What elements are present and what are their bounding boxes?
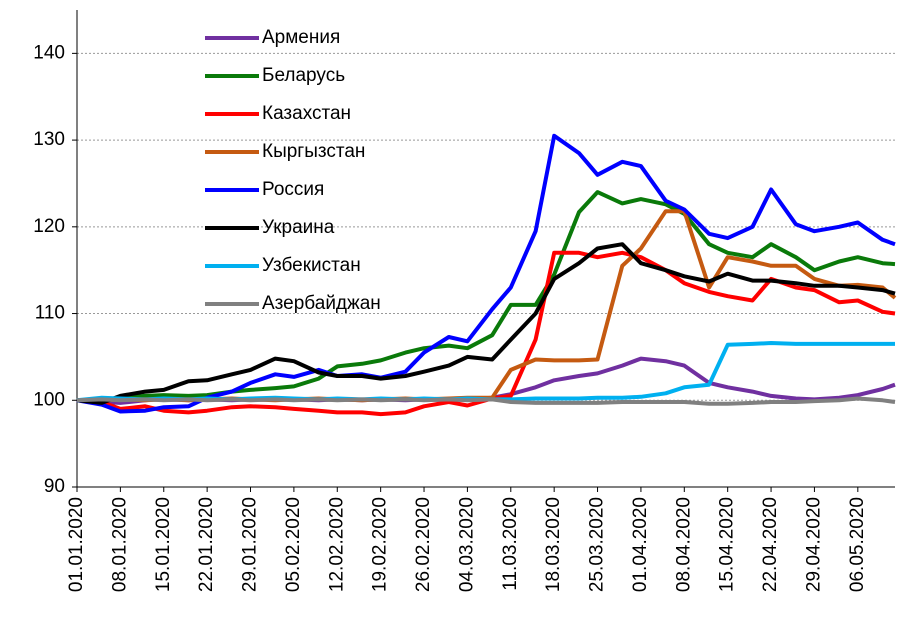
y-tick-label: 110 [35,303,65,324]
series-line [76,341,895,403]
x-tick-label: 01.01.2020 [66,497,87,592]
x-tick-label: 08.01.2020 [109,497,130,592]
x-tick-label: 19.02.2020 [370,497,391,592]
y-tick-label: 140 [33,42,65,63]
x-tick-label: 05.02.2020 [283,497,304,592]
series-line [77,209,897,403]
legend-label: Узбекистан [262,255,361,276]
legend-label: Казахстан [262,103,351,124]
x-tick-label: 01.04.2020 [630,497,651,592]
x-tick-label: 29.04.2020 [803,497,824,592]
x-tick-label: 12.02.2020 [326,497,347,592]
legend-label: Беларусь [262,65,345,86]
x-tick-label: 08.04.2020 [673,497,694,592]
x-tick-label: 11.03.2020 [500,497,521,591]
legend-label: Россия [262,179,324,200]
x-tick-label: 26.02.2020 [413,497,434,592]
legend-label: Азербайджан [262,293,381,314]
series-line [77,190,896,403]
series-line [76,250,896,417]
y-tick-label: 100 [33,389,65,410]
legend-label: Украина [262,217,335,238]
y-tick-label: 90 [44,476,65,497]
y-tick-label: 130 [33,129,65,150]
x-tick-label: 15.01.2020 [153,497,174,592]
y-tick-label: 120 [33,216,65,237]
series-line [76,396,896,406]
x-tick-label: 15.04.2020 [717,497,738,592]
x-tick-label: 04.03.2020 [456,497,477,592]
x-tick-label: 18.03.2020 [543,497,564,592]
legend-label: Армения [262,27,340,48]
series-line [76,242,896,405]
series-line [76,133,896,414]
x-tick-label: 29.01.2020 [240,497,261,592]
x-tick-label: 06.05.2020 [847,497,868,592]
x-tick-label: 22.04.2020 [760,497,781,592]
x-tick-label: 25.03.2020 [587,497,608,592]
legend-label: Кыргызстан [262,141,365,162]
x-tick-label: 22.01.2020 [196,497,217,592]
